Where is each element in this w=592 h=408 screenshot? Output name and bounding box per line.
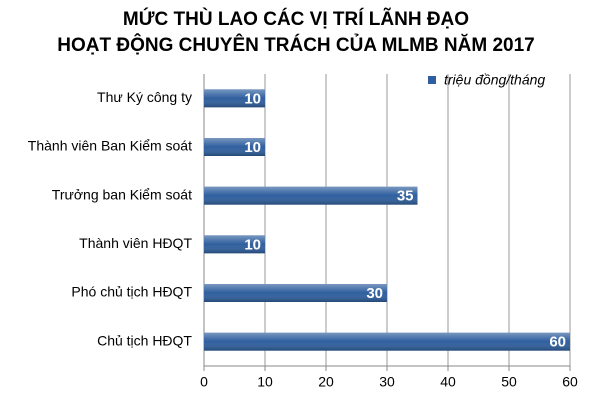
value-label: 60 (549, 334, 566, 351)
legend-swatch (428, 76, 436, 84)
value-label: 10 (244, 90, 261, 107)
x-tick-label: 10 (257, 374, 273, 390)
value-label: 10 (244, 139, 261, 156)
legend-label: triệu đồng/tháng (444, 72, 545, 88)
x-tick-label: 60 (562, 374, 578, 390)
y-tick-label: Phó chủ tịch HĐQT (71, 284, 192, 300)
x-tick-label: 40 (440, 374, 456, 390)
y-tick-label: Trưởng ban Kiểm soát (52, 186, 192, 202)
y-tick-label: Thành viên HĐQT (79, 235, 192, 251)
y-tick-label: Thư Ký công ty (97, 89, 192, 105)
bar-shade (204, 235, 265, 254)
y-tick-label: Thành viên Ban Kiểm soát (28, 138, 192, 154)
chart-title: MỨC THÙ LAO CÁC VỊ TRÍ LÃNH ĐẠO (123, 8, 469, 30)
y-tick-label: Chủ tịch HĐQT (97, 332, 192, 348)
bar-shade (204, 186, 418, 205)
bar-shade (204, 332, 570, 351)
bar-shade (204, 284, 387, 302)
value-label: 30 (366, 285, 383, 302)
x-tick-label: 50 (501, 374, 517, 390)
bar-shade (204, 138, 265, 156)
x-tick-label: 30 (379, 374, 395, 390)
value-label: 10 (244, 236, 261, 253)
chart-title: HOẠT ĐỘNG CHUYÊN TRÁCH CỦA MLMB NĂM 2017 (57, 34, 534, 56)
x-tick-label: 0 (200, 374, 208, 390)
bar-shade (204, 89, 265, 108)
value-label: 35 (397, 188, 414, 205)
x-tick-label: 20 (318, 374, 334, 390)
